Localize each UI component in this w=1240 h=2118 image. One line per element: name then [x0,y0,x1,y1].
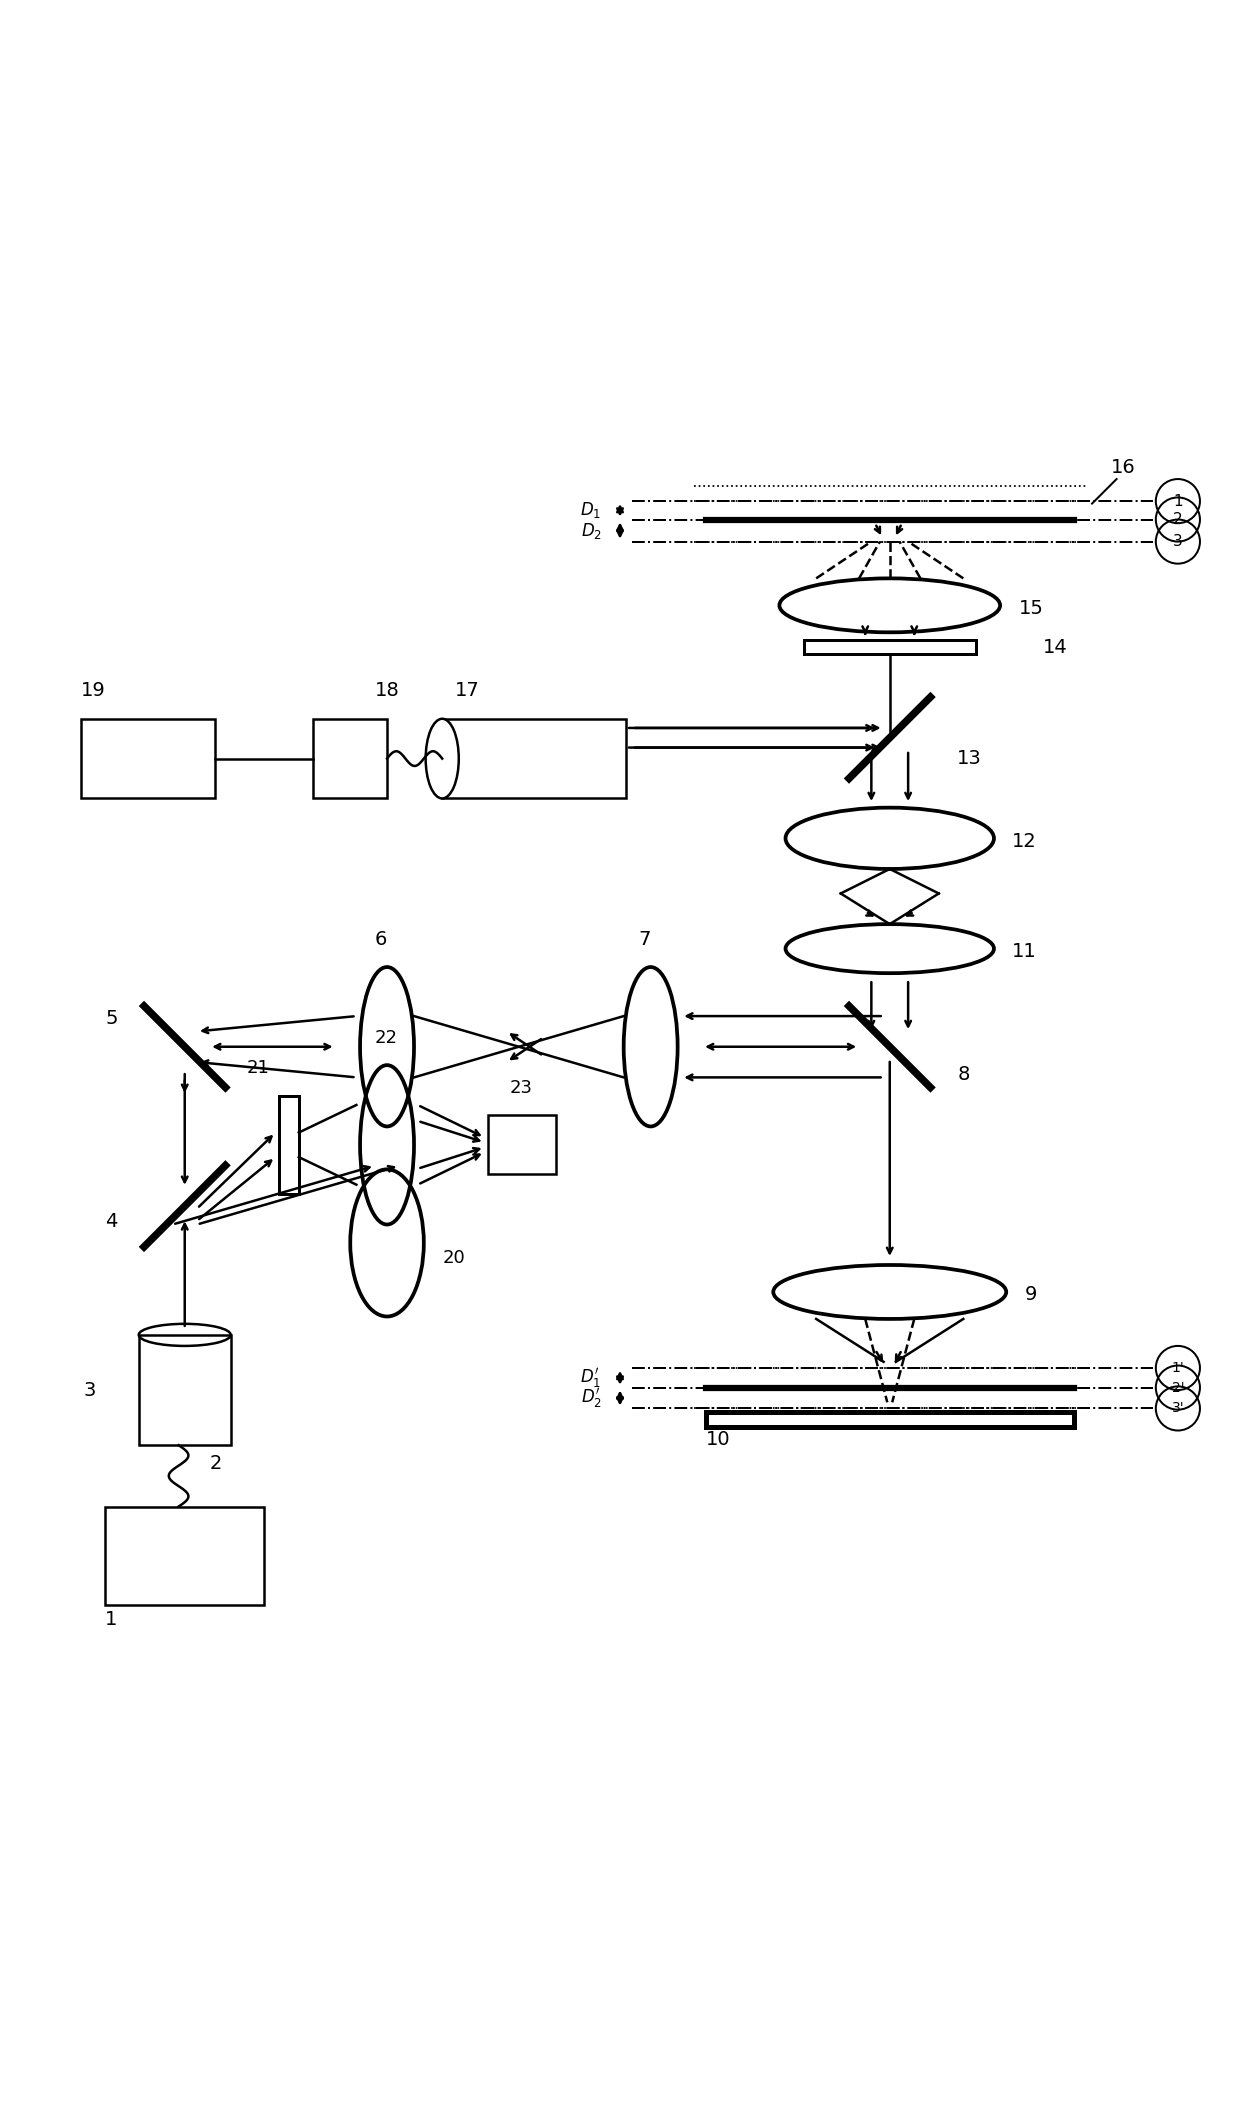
Text: 3: 3 [1173,534,1183,549]
Bar [105,1506,264,1605]
Bar [81,718,216,798]
Text: 13: 13 [957,750,982,769]
Text: 15: 15 [1018,599,1043,618]
Text: 6: 6 [374,930,387,949]
Text: 19: 19 [81,682,105,701]
Text: 9: 9 [1024,1286,1037,1305]
Text: 18: 18 [374,682,399,701]
Text: $D_2$: $D_2$ [580,521,601,540]
Text: 22: 22 [374,1029,398,1046]
Text: 7: 7 [639,930,651,949]
Text: 12: 12 [1012,832,1037,851]
Text: 2': 2' [1172,1381,1184,1394]
Text: 3: 3 [83,1381,95,1400]
Bar [139,1334,231,1444]
Text: 20: 20 [443,1250,465,1267]
Bar [706,1413,1074,1428]
Text: 11: 11 [1012,943,1037,962]
Bar [489,1116,556,1173]
Text: $D_1$: $D_1$ [580,500,601,521]
Text: 10: 10 [706,1430,730,1449]
Text: 4: 4 [105,1211,118,1231]
Text: 14: 14 [1043,638,1068,657]
Bar [804,640,976,654]
Text: 17: 17 [455,682,479,701]
Text: 1': 1' [1172,1362,1184,1375]
Text: 16: 16 [1111,457,1135,477]
Text: 21: 21 [247,1059,270,1078]
Ellipse shape [425,718,459,798]
Text: 1: 1 [1173,493,1183,508]
Text: 2: 2 [1173,513,1183,527]
Text: 5: 5 [105,1010,118,1029]
Bar [314,718,387,798]
Text: 8: 8 [957,1065,970,1084]
Text: 1: 1 [105,1610,118,1629]
Bar [279,1095,299,1195]
Text: $D_2'$: $D_2'$ [580,1385,601,1411]
Text: 23: 23 [510,1078,533,1097]
Text: 3': 3' [1172,1402,1184,1415]
Bar [443,718,626,798]
Text: $D_1'$: $D_1'$ [580,1366,601,1389]
Text: 2: 2 [210,1455,222,1474]
